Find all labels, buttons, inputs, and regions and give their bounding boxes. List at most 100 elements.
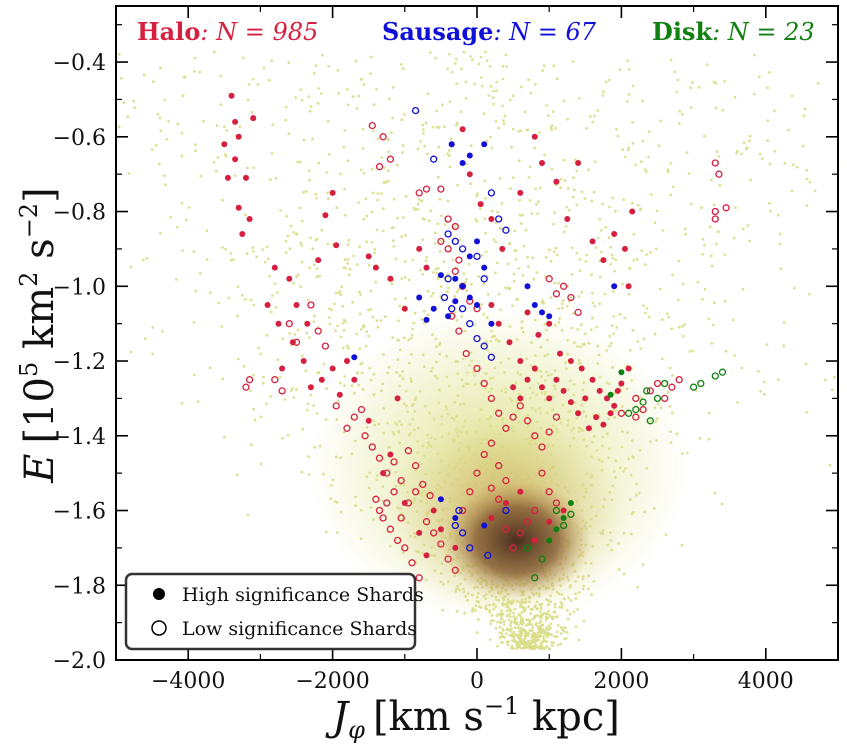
background-star (265, 333, 269, 337)
point-halo-low (509, 413, 517, 421)
background-star (537, 645, 541, 649)
point-halo-high (279, 365, 286, 372)
background-star (484, 196, 487, 200)
background-star (537, 200, 540, 204)
background-star (621, 282, 625, 286)
background-star (227, 296, 231, 300)
point-halo-high (228, 92, 235, 99)
point-halo-high (531, 365, 538, 372)
background-star (763, 392, 766, 396)
background-star (433, 242, 437, 245)
point-halo-high (578, 365, 585, 372)
background-star (636, 340, 639, 343)
background-star (421, 128, 425, 132)
background-star (308, 178, 311, 182)
background-star (676, 78, 680, 82)
point-halo-low (437, 237, 445, 246)
background-star (305, 331, 309, 335)
background-star (236, 357, 240, 361)
background-star (475, 220, 479, 223)
background-star (158, 162, 161, 166)
background-star (355, 107, 359, 110)
point-sausage-low (480, 342, 488, 350)
background-star (733, 95, 737, 99)
background-star (422, 309, 426, 313)
background-star (375, 87, 378, 91)
point-disk-high (618, 369, 625, 376)
background-star (669, 162, 673, 165)
background-star (127, 172, 131, 175)
point-halo-high (246, 216, 253, 222)
background-star (642, 337, 646, 341)
background-star (362, 324, 366, 328)
background-star (392, 244, 396, 248)
point-halo-low (422, 185, 431, 193)
background-star (688, 350, 692, 353)
background-star (519, 129, 523, 133)
background-star (519, 641, 523, 645)
background-star (416, 202, 420, 206)
background-star (611, 290, 615, 293)
point-disk-high (553, 526, 560, 533)
background-star (262, 375, 265, 379)
background-star (707, 411, 711, 415)
background-star (262, 66, 266, 69)
point-halo-low (332, 402, 340, 410)
background-star (498, 631, 502, 635)
background-star (401, 216, 405, 219)
background-star (508, 628, 511, 632)
background-star (359, 293, 363, 296)
point-halo-high (401, 305, 408, 312)
background-star (676, 298, 680, 302)
background-star (416, 207, 420, 211)
background-star (805, 410, 809, 414)
background-star (367, 263, 371, 267)
y-axis-title: E [105 km2 s−2] (15, 187, 63, 483)
background-star (295, 232, 299, 236)
background-star (519, 222, 523, 225)
point-halo-high (524, 309, 531, 316)
point-halo-low (372, 495, 380, 503)
background-star (318, 274, 321, 278)
series-sausage (351, 106, 618, 560)
background-star (717, 155, 721, 158)
point-halo-low (444, 245, 452, 253)
background-star (453, 294, 457, 298)
background-star (219, 103, 223, 107)
background-star (718, 183, 722, 187)
background-star (565, 631, 569, 634)
point-sausage-high (351, 354, 358, 361)
background-star (782, 344, 786, 348)
background-star (680, 324, 684, 328)
background-star (609, 262, 613, 266)
point-halo-low (639, 405, 647, 414)
background-star (365, 240, 368, 244)
background-star (355, 332, 358, 336)
background-star (635, 257, 639, 261)
x-axis-title-units: [km s (373, 694, 484, 740)
point-halo-low (473, 469, 481, 477)
background-star (296, 160, 300, 164)
background-star (508, 98, 512, 102)
background-star (151, 80, 155, 83)
point-sausage-high (539, 309, 545, 316)
background-star (296, 273, 300, 277)
background-star (507, 242, 511, 246)
background-star (250, 110, 254, 114)
point-halo-low (314, 327, 322, 335)
y-axis-title-main: E (17, 454, 63, 484)
background-star (805, 177, 809, 181)
background-star (470, 282, 473, 286)
point-halo-low (487, 484, 496, 492)
background-star (494, 221, 498, 225)
background-star (425, 152, 429, 156)
background-star (308, 109, 312, 113)
background-star (643, 168, 647, 172)
background-star (616, 134, 620, 138)
background-star (145, 256, 149, 260)
background-star (245, 166, 249, 170)
background-star (370, 210, 374, 214)
background-star (748, 134, 752, 138)
y-axis-title-mid: km (17, 287, 63, 362)
background-star (499, 226, 502, 230)
